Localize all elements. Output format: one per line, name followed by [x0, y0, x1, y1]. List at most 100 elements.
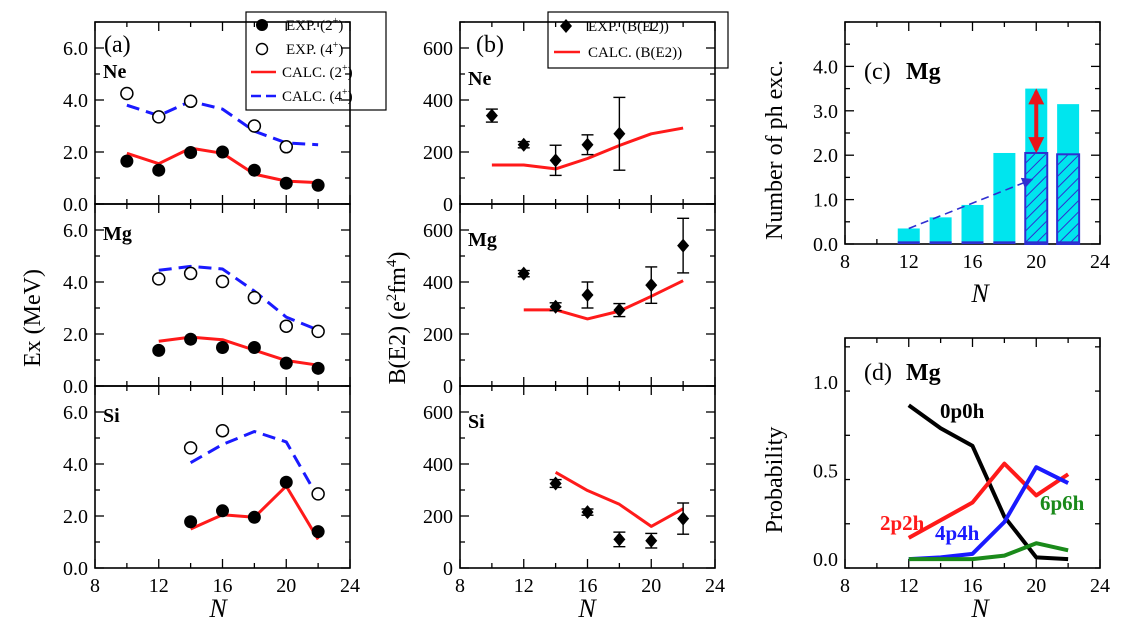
- panel-a-mg-exp2-point: [216, 341, 229, 355]
- panel-b-mg-exp-point: [645, 278, 658, 293]
- panel-a-si-frame: [94, 385, 351, 569]
- panel-b-mg-exp-point: [677, 238, 690, 253]
- panel-b-ne-ytick-label: 600: [423, 38, 453, 60]
- panel-a-mg-exp4-point: [215, 274, 230, 289]
- panel-d-xtick-label: 16: [963, 575, 983, 597]
- panel-c-bar-hatched: [1056, 153, 1081, 245]
- panel-b-mg: 0 200 400 600 Mg: [423, 203, 716, 398]
- panel-b-mg-exp-point: [581, 288, 594, 302]
- panel-a-mg-exp2-point: [152, 343, 166, 357]
- panel-a-mg-exp4-point: [247, 290, 262, 305]
- panel-b-ne-nucleus-label: Ne: [468, 68, 491, 90]
- panel-d-xtick-label: 20: [1026, 575, 1046, 597]
- panel-c-bar-total: [897, 228, 920, 244]
- panel-a-ne-exp2-point: [279, 176, 293, 190]
- panel-d-ytick-label: 0.5: [813, 461, 838, 483]
- panel-a-mg-frame: [94, 203, 351, 387]
- panel-c-title: Mg: [906, 59, 941, 85]
- panel-c-xtick-label: 16: [963, 251, 983, 273]
- panel-a-ne-exp4-point: [247, 119, 262, 133]
- panel-a-ne-exp4-point: [120, 86, 134, 101]
- panel-d-xtick-label: 8: [840, 575, 850, 597]
- panel-a-ne-exp4-point: [152, 110, 166, 124]
- panel-a-ne-ytick-label: 6.0: [63, 38, 88, 60]
- panel-c-ytick-label: 0.0: [813, 234, 838, 256]
- panel-a-si-exp2-point: [311, 525, 325, 539]
- panel-a-tag: (a): [104, 32, 131, 58]
- panel-a-si-exp4-point: [183, 441, 198, 455]
- panel-a-si-xtick-label: 20: [276, 575, 296, 597]
- panel-c-xlabel: N: [970, 279, 990, 308]
- panel-b-ne-exp-point: [581, 137, 594, 152]
- panel-a-mg-ytick-label: 0.0: [63, 376, 88, 398]
- panel-b-ne-ytick-label: 0: [443, 194, 453, 216]
- panel-b-ne-exp-point: [485, 108, 498, 123]
- panel-b-si-xtick-label: 12: [514, 575, 534, 597]
- panel-b-si-exp-point: [645, 533, 658, 548]
- panel-a-mg-calc2-line: [158, 335, 319, 367]
- panel-b-ne-exp-point: [517, 137, 530, 152]
- panel-a-ne-ytick-label: 2.0: [63, 142, 88, 164]
- legend-b-calc: CALC. (B(E2)): [588, 45, 682, 61]
- panel-b-xlabel: N: [577, 594, 597, 623]
- plots: 0.0 2.0 4.0 6.0 Ne 0.0 2.0 4.0 6.0 Mg 8 12 16 20 24 0.0…: [63, 21, 1110, 597]
- panel-b-si-calc-line: [554, 471, 684, 528]
- panel-c-ytick-label: 4.0: [813, 56, 838, 78]
- panel-a-mg-ytick-label: 4.0: [63, 272, 88, 294]
- panel-c-bar-total: [961, 204, 984, 244]
- panel-b-ne-ytick-label: 400: [423, 90, 453, 112]
- panel-a-mg-exp4-point: [152, 272, 166, 286]
- panel-d-xtick-label: 12: [899, 575, 919, 597]
- panel-d-xlabel: N: [970, 594, 990, 623]
- panel-a-si-ytick-label: 6.0: [63, 402, 88, 424]
- panel-c-ylabel: Number of ph exc.: [762, 60, 788, 240]
- panel-a-mg: 0.0 2.0 4.0 6.0 Mg: [63, 203, 351, 398]
- panel-b-si-exp-point: [581, 505, 594, 520]
- panel-a-si-ytick-label: 4.0: [63, 454, 88, 476]
- panel-b-mg-ytick-label: 200: [423, 324, 453, 346]
- panel-b-ne-calc-line: [491, 126, 684, 171]
- panel-d-ylabel: Probability: [762, 427, 788, 534]
- panel-a-xlabel: N: [208, 594, 228, 623]
- panel-a-si-exp4-point: [215, 423, 230, 438]
- panel-b-ne: 0 200 400 600 Ne: [423, 21, 716, 216]
- panel-a-si-xtick-label: 16: [213, 575, 233, 597]
- panel-c-bar-total: [993, 152, 1016, 244]
- panel-a-ne-exp2-point: [247, 163, 261, 177]
- panel-c-bar-base: [929, 241, 952, 244]
- panel-a-si-nucleus-label: Si: [103, 405, 120, 427]
- panel-a-mg-exp2-point: [311, 361, 325, 375]
- panel-a-si-exp2-point: [184, 515, 198, 529]
- panel-a-si-ytick-label: 0.0: [63, 558, 88, 580]
- legend-b: EXP. (B(E2)) CALC. (B(E2)): [547, 11, 729, 69]
- panel-b-ne-exp-point: [613, 126, 626, 141]
- panel-b-si-exp-point: [677, 511, 690, 526]
- panel-a-ylabel: Ex (MeV): [20, 269, 46, 367]
- panel-a-mg-exp4-point: [311, 324, 325, 339]
- panel-a-mg-ytick-label: 6.0: [63, 220, 88, 242]
- panel-b-si-ytick-label: 600: [423, 402, 453, 424]
- panel-a-ne-exp2-point: [216, 145, 229, 159]
- panel-c-bar-total: [929, 217, 952, 244]
- panel-a-ne-exp2-point: [152, 163, 166, 177]
- panel-d-label-2p2h: 2p2h: [880, 511, 925, 535]
- panel-a-si-xtick-label: 8: [90, 575, 100, 597]
- panel-d-title: Mg: [906, 360, 941, 386]
- panel-d-label-4p4h: 4p4h: [935, 521, 980, 545]
- panel-b-mg-ytick-label: 400: [423, 272, 453, 294]
- panel-b-si-frame: [459, 385, 716, 569]
- legend-a: EXP. (2+) EXP. (4+) CALC. (2+) CALC. (4+…: [245, 11, 387, 111]
- panel-c-ytick-label: 3.0: [813, 101, 838, 123]
- panel-b-si-ytick-label: 400: [423, 454, 453, 476]
- panel-a-ne-exp2-point: [184, 146, 198, 160]
- panel-c-bar-base: [961, 241, 984, 244]
- panel-a-ne-exp4-point: [279, 140, 293, 154]
- panel-a-mg-ytick-label: 2.0: [63, 324, 88, 346]
- panel-d-ytick-label: 1.0: [813, 372, 838, 394]
- legend-b-exp: EXP. (B(E2)): [588, 19, 669, 35]
- panel-c-bar-base: [1025, 241, 1048, 244]
- panel-d-label-0p0h: 0p0h: [940, 399, 985, 423]
- panel-a-mg-exp2-point: [247, 341, 261, 355]
- panel-c-xtick-label: 12: [899, 251, 919, 273]
